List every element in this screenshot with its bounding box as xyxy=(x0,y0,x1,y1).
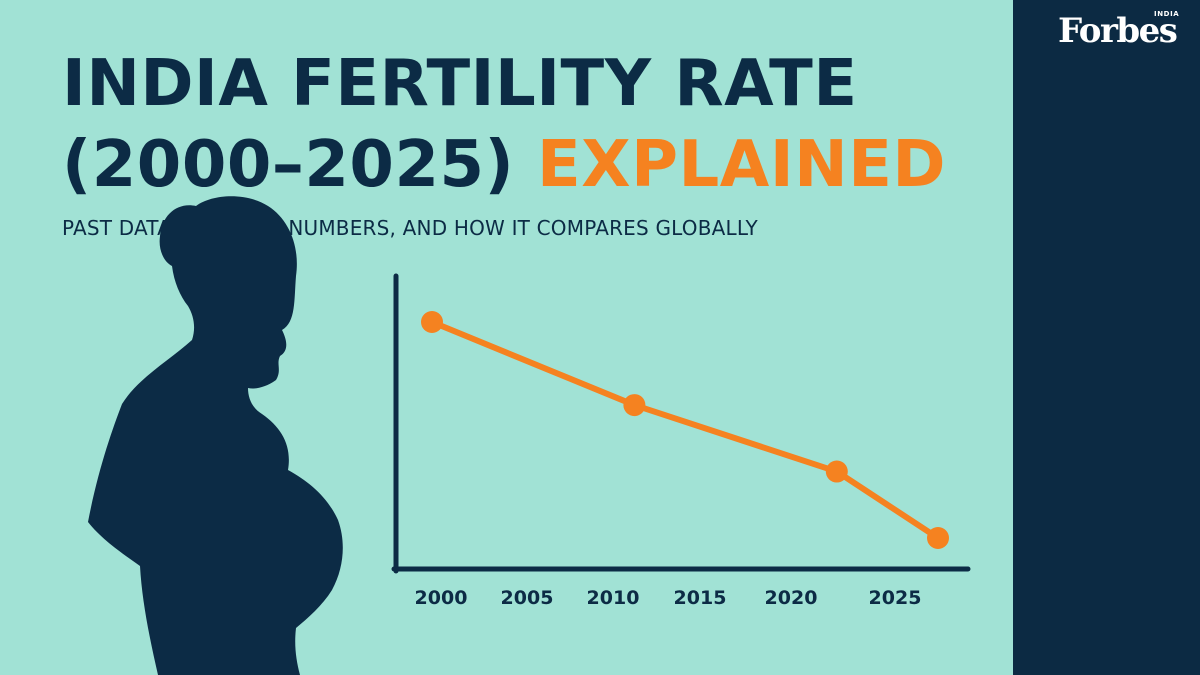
fertility-line-chart: 2000 2005 2010 2015 2020 2025 xyxy=(391,273,971,609)
x-tick-label-2000: 2000 xyxy=(415,587,468,609)
x-tick-label-2010: 2010 xyxy=(587,587,640,609)
series-layer xyxy=(421,311,949,549)
page-title-line-2: (2000–2025) EXPLAINED xyxy=(62,133,946,197)
data-point-2000 xyxy=(421,311,443,333)
x-tick-label-2005: 2005 xyxy=(501,587,554,609)
x-tick-label-2015: 2015 xyxy=(674,587,727,609)
brand-edition: INDIA xyxy=(1154,10,1180,18)
data-point-2010 xyxy=(623,394,646,417)
title-years: (2000–2025) xyxy=(62,128,515,202)
x-tick-label-2025: 2025 xyxy=(869,587,922,609)
series-line-0 xyxy=(429,319,941,541)
x-tick-label-2020: 2020 xyxy=(765,587,818,609)
title-accent-word: EXPLAINED xyxy=(537,128,947,202)
pregnant-woman-silhouette-icon xyxy=(88,196,343,675)
x-tick-labels: 2000 2005 2010 2015 2020 2025 xyxy=(415,587,922,609)
brand-side-panel xyxy=(1013,0,1200,675)
page-title-line-1: INDIA FERTILITY RATE xyxy=(62,47,858,121)
brand-name: Forbes xyxy=(1058,11,1178,51)
data-point-2025 xyxy=(927,527,949,549)
forbes-india-logo: Forbes INDIA xyxy=(1058,10,1183,58)
data-point-2020 xyxy=(825,460,848,483)
